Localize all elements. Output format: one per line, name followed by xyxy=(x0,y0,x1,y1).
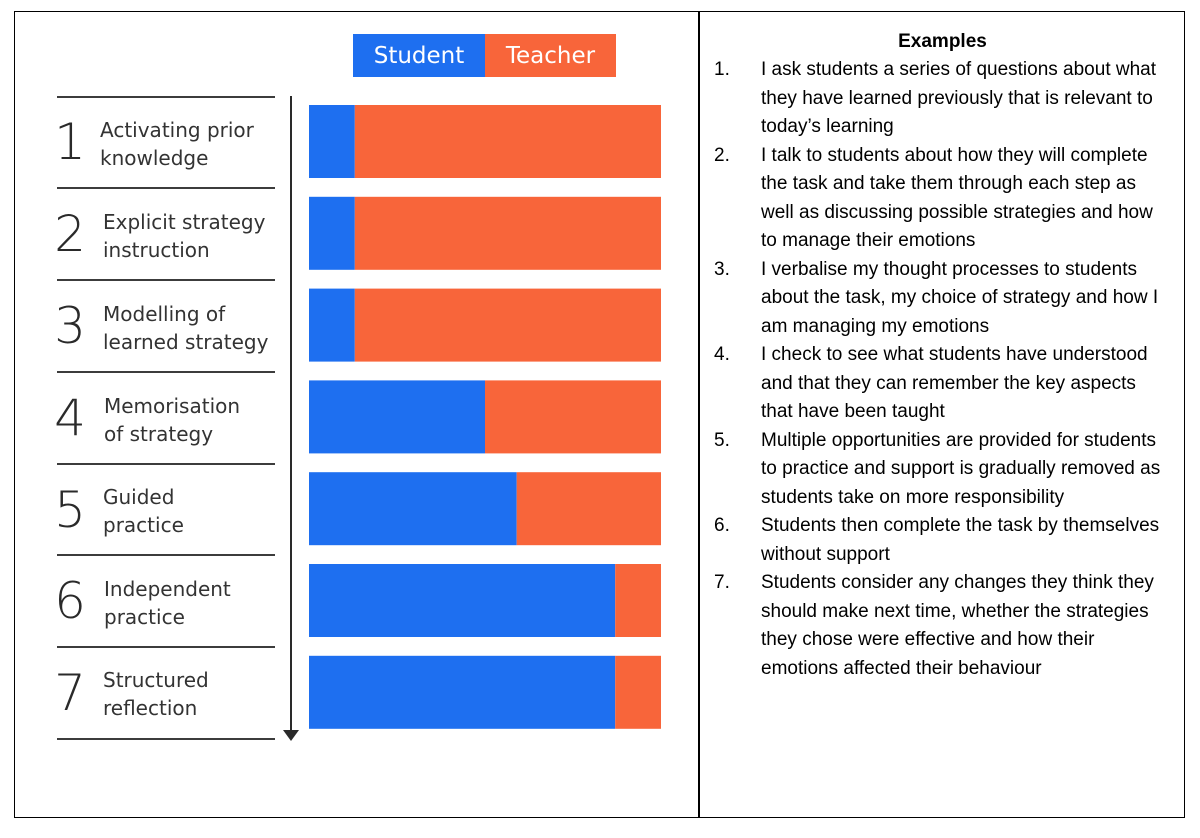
stage-label: Activating prior knowledge xyxy=(100,118,254,170)
example-number: 6. xyxy=(714,515,730,536)
stage-separator xyxy=(57,371,275,373)
example-number: 2. xyxy=(714,144,730,166)
bar-teacher-1 xyxy=(354,105,661,178)
stage-number: 1 xyxy=(54,113,86,171)
stage-number: 2 xyxy=(54,205,86,263)
stage-label: Guided practice xyxy=(103,485,184,537)
examples-title: Examples xyxy=(898,31,987,52)
stage-number: 4 xyxy=(54,389,86,447)
stage-label: Structured reflection xyxy=(103,668,209,720)
example-item: 5. Multiple opportunities are provided f… xyxy=(700,427,1185,513)
stage-number: 7 xyxy=(54,664,86,722)
example-number: 1. xyxy=(714,59,730,80)
example-item: 6. Students then complete the task by th… xyxy=(700,512,1185,569)
legend-teacher: Teacher xyxy=(485,34,616,77)
example-text: I check to see what students have unders… xyxy=(761,344,1148,422)
axis-arrowhead xyxy=(283,730,299,741)
examples-panel: Examples 1. I ask students a series of q… xyxy=(700,30,1185,683)
stage-number: 3 xyxy=(54,297,86,355)
bar-student-3 xyxy=(309,288,355,362)
stage-number: 6 xyxy=(54,572,86,630)
stage-label: Modelling of learned strategy xyxy=(103,302,269,354)
bar-teacher-6 xyxy=(615,564,661,637)
stage-separator xyxy=(57,738,275,740)
stage-separator xyxy=(57,554,275,556)
stage-label: Independent practice xyxy=(104,577,231,629)
example-text: I verbalise my thought processes to stud… xyxy=(761,258,1159,337)
example-item: 7. Students consider any changes they th… xyxy=(700,569,1185,683)
bar-teacher-4 xyxy=(485,380,661,454)
stage-separator xyxy=(57,279,275,281)
bar-teacher-7 xyxy=(615,655,661,729)
example-number: 7. xyxy=(714,572,730,593)
bar-student-2 xyxy=(309,196,355,270)
example-item: 2. I talk to students about how they wil… xyxy=(700,142,1185,256)
stage-separator xyxy=(57,646,275,648)
bar-student-5 xyxy=(309,472,517,546)
bar-student-1 xyxy=(309,105,355,178)
legend-student: Student xyxy=(353,34,485,77)
bar-student-7 xyxy=(309,655,616,729)
stacked-bars xyxy=(309,105,661,729)
example-item: 1. I ask students a series of questions … xyxy=(700,56,1185,142)
column-divider xyxy=(698,11,700,818)
stage-number: 5 xyxy=(54,481,86,539)
example-text: Students then complete the task by thems… xyxy=(761,515,1160,565)
stage-separator xyxy=(57,96,275,98)
time-axis-line xyxy=(290,96,292,730)
example-text: Students consider any changes they think… xyxy=(761,572,1154,679)
example-item: 4. I check to see what students have und… xyxy=(700,341,1185,427)
example-number: 3. xyxy=(714,258,730,280)
bar-teacher-5 xyxy=(516,472,661,546)
chart-panel: Student Teacher 1 Activating prior knowl… xyxy=(54,34,661,741)
stage-label: Memorisation of strategy xyxy=(104,394,241,446)
stage-separator xyxy=(57,187,275,189)
bar-teacher-2 xyxy=(354,196,661,270)
example-text: I talk to students about how they will c… xyxy=(761,144,1153,252)
example-text: I ask students a series of questions abo… xyxy=(761,59,1157,137)
stage-label: Explicit strategy instruction xyxy=(103,210,266,262)
example-text: Multiple opportunities are provided for … xyxy=(761,429,1161,508)
example-number: 5. xyxy=(714,429,730,451)
example-number: 4. xyxy=(714,344,730,365)
example-item: 3. I verbalise my thought processes to s… xyxy=(700,256,1185,342)
bar-student-4 xyxy=(309,380,485,454)
stage-separator xyxy=(57,463,275,465)
bar-student-6 xyxy=(309,564,616,637)
bar-teacher-3 xyxy=(354,288,661,362)
